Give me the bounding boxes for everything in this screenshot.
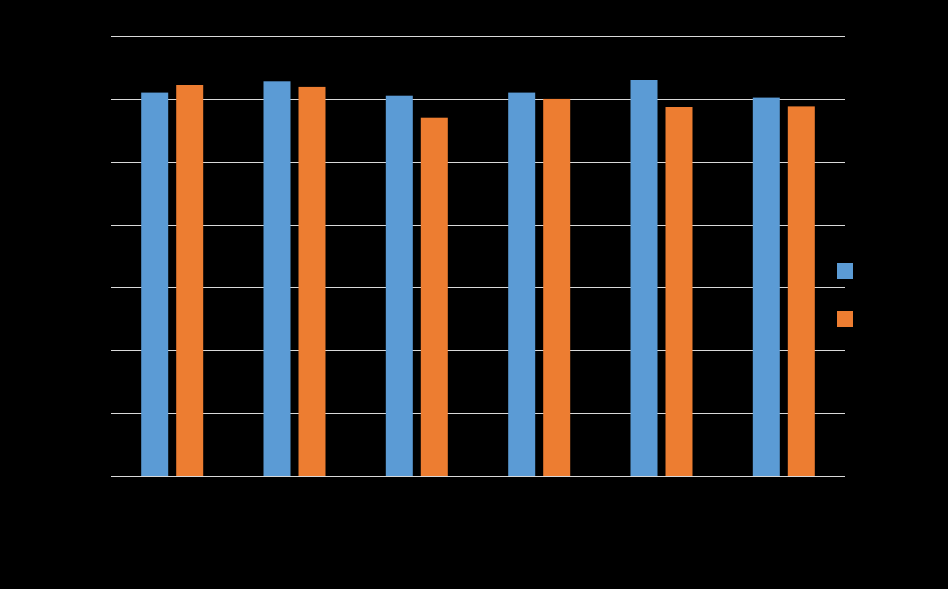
gridlines [111, 36, 845, 477]
y-tick-label-0: 0 [96, 469, 103, 484]
bar-series1-cat5 [630, 80, 658, 476]
bar-series2-cat1 [176, 85, 204, 476]
y-tick-label-5: 5 [96, 155, 103, 170]
bar-series2-cat5 [665, 107, 693, 476]
bar-series1-cat6 [752, 97, 780, 476]
y-tick-label-2: 2 [96, 343, 103, 358]
bar-series1-cat2 [263, 81, 291, 477]
bar-series2-cat4 [543, 98, 571, 477]
y-tick-label-7: 7 [96, 29, 103, 44]
bar-series2-cat6 [787, 106, 815, 477]
legend-swatch-1 [837, 263, 853, 279]
bar-series1-cat4 [508, 92, 536, 476]
bar-series1-cat1 [141, 92, 169, 476]
bars [141, 80, 815, 477]
y-tick-label-3: 3 [96, 280, 103, 295]
legend-swatch-2 [837, 311, 853, 327]
bar-series1-cat3 [385, 95, 413, 476]
bar-series2-cat2 [298, 86, 326, 477]
legend [837, 263, 853, 327]
y-axis-ticks: 0 1 2 3 4 5 6 7 [96, 29, 103, 484]
y-tick-label-6: 6 [96, 92, 103, 107]
bar-series2-cat3 [420, 117, 448, 476]
y-tick-label-1: 1 [96, 406, 103, 421]
y-tick-label-4: 4 [96, 218, 103, 233]
